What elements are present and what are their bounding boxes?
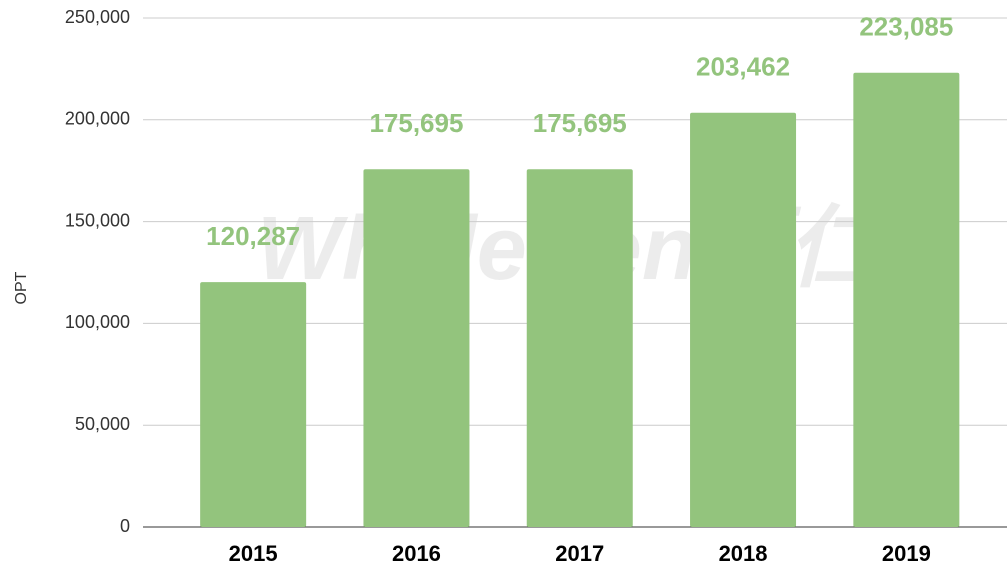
y-axis-label: OPT	[13, 271, 30, 304]
x-tick-label: 2017	[555, 541, 604, 566]
bar	[200, 282, 307, 527]
value-label: 175,695	[533, 108, 627, 138]
y-tick-label: 150,000	[65, 210, 130, 230]
value-label: 223,085	[859, 12, 953, 42]
y-tick-label: 200,000	[65, 109, 130, 129]
value-label: 203,462	[696, 52, 790, 82]
value-label: 120,287	[206, 221, 300, 251]
x-tick-label: 2016	[392, 541, 441, 566]
y-tick-label: 0	[120, 516, 130, 536]
bar	[690, 112, 797, 527]
y-tick-label: 250,000	[65, 7, 130, 27]
bar	[363, 169, 470, 527]
x-tick-label: 2015	[229, 541, 278, 566]
y-tick-label: 50,000	[75, 414, 130, 434]
bar	[526, 169, 633, 527]
x-tick-label: 2018	[719, 541, 768, 566]
x-tick-label: 2019	[882, 541, 931, 566]
bar	[853, 72, 960, 527]
y-tick-label: 100,000	[65, 312, 130, 332]
value-label: 175,695	[369, 108, 463, 138]
